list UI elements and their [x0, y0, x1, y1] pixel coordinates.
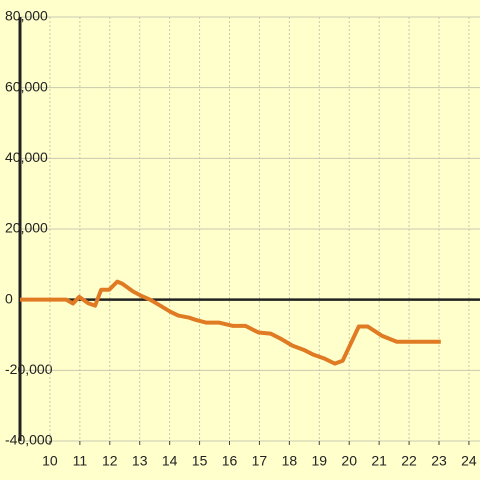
x-tick-label: 24: [461, 453, 477, 469]
x-tick-label: 16: [222, 453, 238, 469]
x-tick-label: 11: [73, 453, 88, 469]
y-tick-label: 60,000: [5, 78, 48, 94]
x-tick-label: 19: [311, 453, 327, 469]
x-tick-label: 21: [371, 453, 387, 469]
x-tick-label: 20: [341, 453, 357, 469]
x-tick-label: 14: [162, 453, 178, 469]
x-tick-label: 10: [42, 453, 58, 469]
y-tick-label: 80,000: [5, 8, 48, 24]
y-tick-label: 20,000: [5, 220, 48, 236]
y-tick-label: 40,000: [5, 149, 48, 165]
y-tick-label: -20,000: [5, 361, 53, 377]
x-tick-label: 12: [102, 453, 118, 469]
x-tick-label: 22: [401, 453, 417, 469]
x-tick-label: 13: [132, 453, 148, 469]
data-line: [20, 279, 441, 366]
y-tick-label: -40,000: [5, 432, 53, 448]
y-tick-label: 0: [5, 290, 13, 306]
x-tick-label: 23: [431, 453, 447, 469]
x-tick-label: 17: [252, 453, 268, 469]
x-tick-label: 15: [192, 453, 208, 469]
x-tick-label: 18: [282, 453, 298, 469]
